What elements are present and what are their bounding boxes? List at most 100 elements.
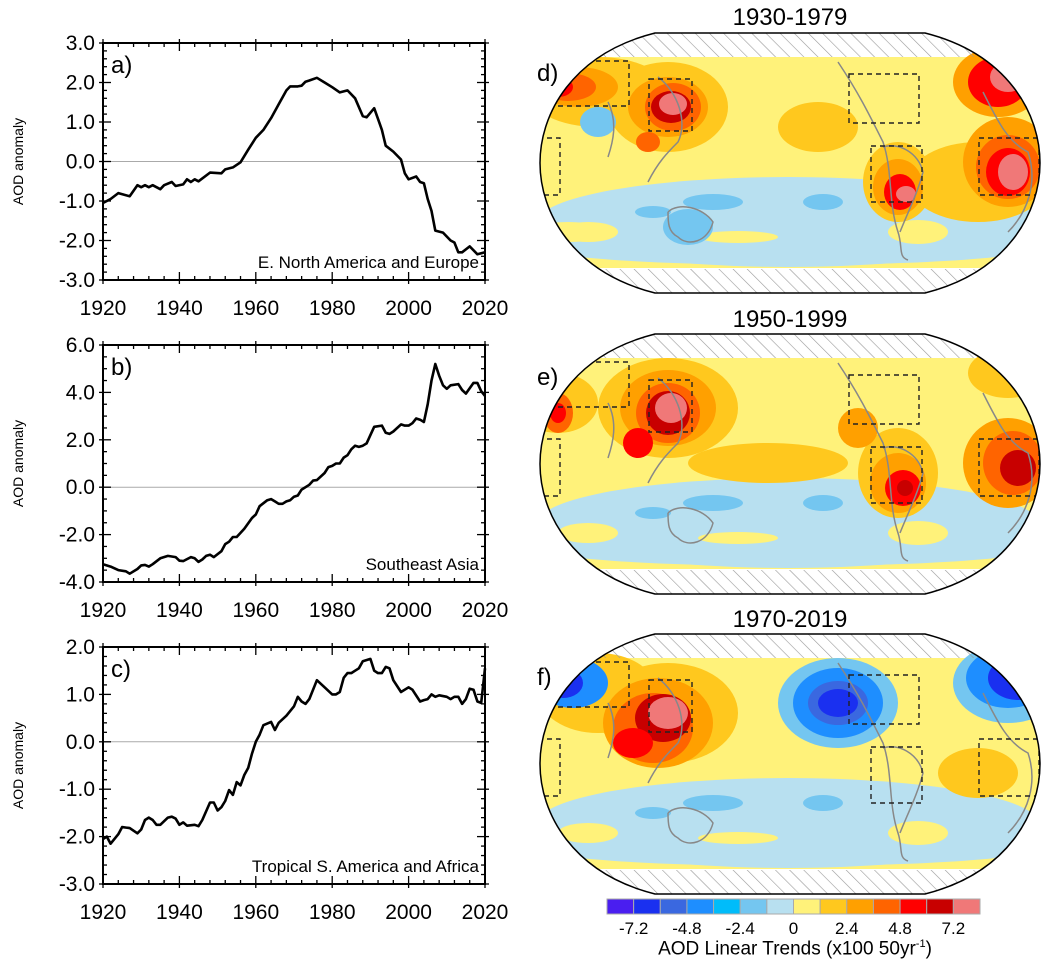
y-tick-label: -1.0 xyxy=(59,190,95,213)
coastline xyxy=(837,662,909,862)
map-f xyxy=(539,633,1041,895)
region-box xyxy=(848,73,920,124)
map-outline xyxy=(539,32,1041,294)
y-tick-label: 4.0 xyxy=(66,381,95,404)
coastline xyxy=(982,91,1033,233)
colorbar-swatch xyxy=(766,898,794,915)
map-d xyxy=(539,32,1041,294)
x-tick-label: 2020 xyxy=(462,599,509,622)
region-box xyxy=(648,78,693,132)
map-field xyxy=(540,634,1040,894)
trend-contour xyxy=(838,408,878,448)
plot-frame xyxy=(102,42,486,281)
trend-contour xyxy=(803,795,843,811)
x-tick-label: 1960 xyxy=(232,901,279,924)
plot-frame xyxy=(102,646,486,885)
colorbar-swatch xyxy=(659,898,688,915)
x-tick-label: 2020 xyxy=(462,297,509,320)
coastline xyxy=(647,377,683,484)
region-label: E. North America and Europe xyxy=(258,253,479,272)
y-axis-label: AOD anomaly xyxy=(10,118,26,205)
trend-contour xyxy=(990,62,1026,92)
y-axis-label: AOD anomaly xyxy=(10,420,26,507)
colorbar-title: AOD Linear Trends (x100 50yr-1) xyxy=(658,938,932,960)
trend-contour xyxy=(818,689,858,717)
y-tick-label: 0.0 xyxy=(66,476,95,499)
region-box xyxy=(648,679,693,733)
coastline xyxy=(882,746,924,834)
colorbar-tick-label: 2.4 xyxy=(834,919,859,938)
time-series-panels: 1920 1940 1960 1980 2000 2020 3.0 2.0 1.0 0.0 -1.0… xyxy=(10,32,509,924)
map-label-f: f) xyxy=(537,664,552,691)
coastline xyxy=(647,76,683,183)
x-tick-label: 2000 xyxy=(385,297,432,320)
panel-label: c) xyxy=(111,656,131,683)
x-tick-label: 2020 xyxy=(462,901,509,924)
x-tick-label: 1920 xyxy=(80,599,127,622)
region-box xyxy=(540,438,561,497)
trend-contour xyxy=(888,521,948,545)
x-tick-label: 2000 xyxy=(385,599,432,622)
trend-contour xyxy=(1000,450,1036,486)
y-axis-label: AOD anomaly xyxy=(10,722,26,809)
polar-mask-north xyxy=(540,634,1040,658)
trend-contour xyxy=(623,428,653,458)
trend-contour xyxy=(558,823,618,843)
trend-contour xyxy=(698,231,778,243)
map-e xyxy=(539,333,1041,595)
region-box xyxy=(978,137,1040,196)
trend-contour xyxy=(698,832,778,844)
y-tick-label: 0.0 xyxy=(66,731,95,754)
x-tick-label: 1940 xyxy=(156,599,203,622)
x-tick-label: 1940 xyxy=(156,901,203,924)
region-box xyxy=(978,438,1040,497)
colorbar-swatch xyxy=(926,898,954,915)
coastline xyxy=(647,677,683,784)
map-field xyxy=(540,33,1040,293)
map-title-f: 1970-2019 xyxy=(732,606,848,633)
polar-mask-north xyxy=(540,33,1040,57)
colorbar-swatch xyxy=(872,898,901,915)
line-chart-b: 1920 1940 1960 1980 2000 2020 6.0 4.0 2.0 0.0 -2.0… xyxy=(10,334,508,622)
aod-series-line xyxy=(102,76,486,256)
trend-contour xyxy=(613,728,653,758)
colorbar-swatch xyxy=(819,898,848,915)
x-tick-label: 1980 xyxy=(309,901,356,924)
region-box xyxy=(848,374,920,425)
x-tick-label: 1920 xyxy=(80,901,127,924)
colorbar-tick-label: -4.8 xyxy=(672,919,702,938)
region-label: Southeast Asia xyxy=(366,555,480,574)
polar-mask-south xyxy=(540,269,1040,293)
polar-mask-south xyxy=(540,570,1040,594)
trend-contour xyxy=(888,821,948,845)
coastline xyxy=(667,807,714,844)
region-box xyxy=(848,674,920,725)
trend-contour xyxy=(683,495,743,511)
region-box xyxy=(540,137,561,196)
coastline xyxy=(667,507,714,544)
trend-contour xyxy=(896,186,916,202)
colorbar-swatch xyxy=(606,898,635,915)
colorbar-swatch xyxy=(793,898,821,915)
colorbar-tick-label: -7.2 xyxy=(618,919,649,938)
polar-mask-north xyxy=(540,334,1040,358)
x-tick-label: 1980 xyxy=(309,297,356,320)
trend-contour xyxy=(888,220,948,244)
y-tick-label: -3.0 xyxy=(59,269,95,292)
colorbar-tick-label: 7.2 xyxy=(941,919,966,938)
colorbar-swatch xyxy=(713,898,741,915)
coastline xyxy=(607,101,615,158)
colorbar-swatch xyxy=(899,898,928,915)
trend-contour xyxy=(580,107,616,137)
x-tick-label: 1920 xyxy=(80,297,127,320)
trend-contour xyxy=(635,507,671,519)
y-tick-label: 2.0 xyxy=(66,636,95,659)
y-tick-label: -1.0 xyxy=(59,778,95,801)
y-tick-label: 3.0 xyxy=(66,32,95,55)
y-tick-label: 2.0 xyxy=(66,72,95,95)
trend-contour xyxy=(635,807,671,819)
region-box xyxy=(540,738,561,797)
polar-mask-south xyxy=(540,870,1040,894)
coastline xyxy=(607,402,615,459)
panel-label: a) xyxy=(111,52,132,79)
